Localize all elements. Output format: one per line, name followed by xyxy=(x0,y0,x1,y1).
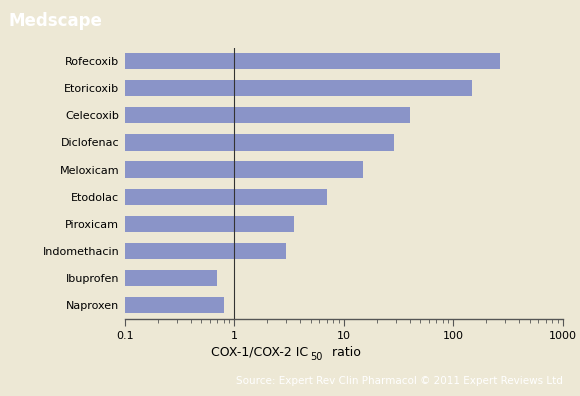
Bar xyxy=(125,188,327,205)
Bar xyxy=(125,270,218,286)
Bar xyxy=(125,216,293,232)
Text: ratio: ratio xyxy=(328,346,361,359)
Bar xyxy=(125,243,287,259)
Text: Source: Expert Rev Clin Pharmacol © 2011 Expert Reviews Ltd: Source: Expert Rev Clin Pharmacol © 2011… xyxy=(235,376,563,386)
Text: 50: 50 xyxy=(310,352,322,362)
Bar xyxy=(125,53,501,69)
Text: COX-1/COX-2 IC: COX-1/COX-2 IC xyxy=(212,346,309,359)
Bar xyxy=(125,297,223,313)
Bar xyxy=(125,107,409,124)
Bar xyxy=(125,134,394,150)
Bar xyxy=(125,80,472,96)
Bar xyxy=(125,162,363,178)
Text: Medscape: Medscape xyxy=(9,12,103,30)
